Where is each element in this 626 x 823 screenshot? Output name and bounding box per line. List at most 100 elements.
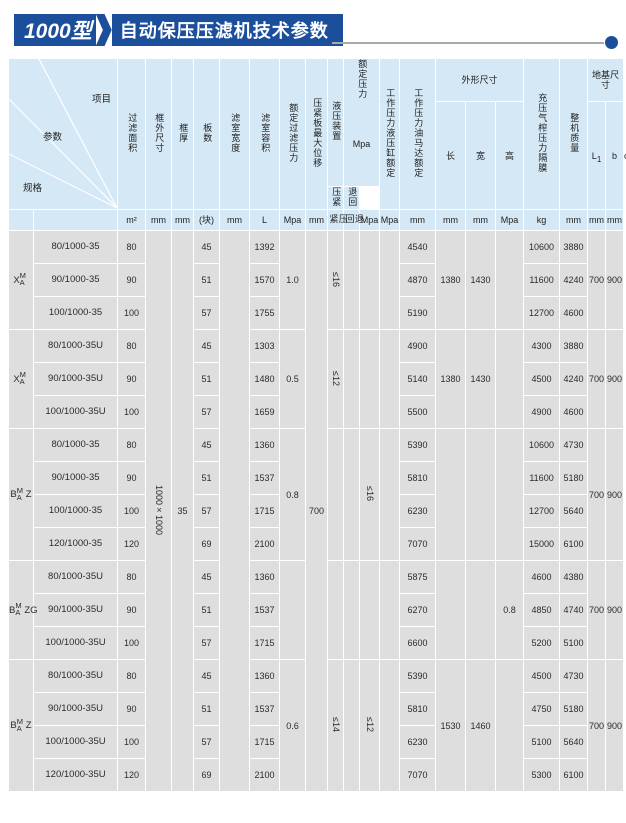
chamber-volume-value: 1360 — [249, 428, 280, 463]
foundation-L1-value: 6100 — [559, 527, 589, 562]
unit-model — [33, 208, 118, 232]
model-name: 100/1000-35 — [33, 296, 118, 331]
machine-mass-value: 4600 — [523, 560, 561, 595]
foundation-L1-value: 4240 — [559, 362, 589, 397]
overall-length-value: 4870 — [399, 263, 436, 298]
oil-motor-pressure-value — [379, 329, 400, 430]
header-foundation-b: b — [605, 101, 625, 210]
header-rated-filter-pressure: 额定过滤压力 — [279, 58, 306, 210]
header-overall-height: 高 — [494, 101, 525, 210]
model-name: 120/1000-35U — [33, 758, 118, 793]
overall-length-value: 6270 — [399, 593, 436, 628]
chamber-volume-value: 1537 — [249, 692, 280, 727]
header-overall-width: 宽 — [465, 101, 496, 210]
header-units-row: m² mm mm (块) mm L Mpa mm 压紧 退回 Mpa Mpa m… — [8, 208, 625, 232]
table-row: 90/1000-35 90 51 1537 5810 11600 5180 — [9, 461, 624, 496]
overall-height-value — [465, 560, 496, 661]
plate-count-value: 51 — [193, 692, 220, 727]
header-oil-motor-rated-working-pressure: 工作压力油马达额定 — [399, 58, 436, 210]
foundation-c-value: 900 — [605, 230, 625, 331]
header-press-tight: 压紧 — [327, 185, 344, 211]
filter-area-value: 80 — [117, 230, 146, 265]
header-frame-thickness: 框厚 — [171, 58, 194, 210]
corner-header-cell: 项目 参数 规格 — [9, 59, 117, 209]
unit-foundation-c: mm — [605, 208, 625, 232]
spec-table-wrap: 项目 参数 规格 过滤面积 框外尺寸 框厚 板数 滤室宽度 滤室容积 额定过滤压… — [0, 57, 626, 793]
overall-length-value: 6230 — [399, 494, 436, 529]
filter-area-value: 100 — [117, 626, 146, 661]
chamber-volume-value: 2100 — [249, 527, 280, 562]
unit-oil-motor: Mpa — [379, 208, 400, 232]
corner-label-item: 项目 — [91, 94, 111, 105]
machine-mass-value: 12700 — [523, 494, 561, 529]
plate-count-value: 45 — [193, 329, 220, 364]
filter-area-value: 120 — [117, 758, 146, 793]
rated-filter-pressure-value — [279, 560, 306, 661]
diaphragm-pressure-value: 0.8 — [494, 560, 525, 661]
model-name: 100/1000-35U — [33, 395, 118, 430]
filter-area-value: 80 — [117, 659, 146, 694]
chamber-volume-value: 1537 — [249, 593, 280, 628]
machine-mass-value: 4500 — [523, 362, 561, 397]
overall-length-value: 6600 — [399, 626, 436, 661]
unit-overall-width: mm — [435, 208, 466, 232]
table-row: 100/1000-35 100 57 1715 6230 12700 5640 — [9, 494, 624, 529]
header-overall-length: 长 — [435, 101, 466, 210]
unit-frame-outer-size: mm — [145, 208, 172, 232]
overall-width-value — [435, 428, 466, 562]
unit-plate-count: (块) — [193, 208, 220, 232]
overall-width-value: 1530 — [435, 659, 466, 793]
banner-title: 自动保压压滤机技术参数 — [111, 14, 343, 46]
header-overall-size: 外形尺寸 — [434, 57, 525, 103]
unit-foundation-L1: mm — [559, 208, 589, 232]
model-name: 100/1000-35U — [33, 626, 118, 661]
unit-chamber-width: mm — [219, 208, 250, 232]
foundation-L1-value: 5180 — [559, 692, 589, 727]
filter-area-value: 100 — [117, 296, 146, 331]
machine-mass-value: 5100 — [523, 725, 561, 760]
plate-count-value: 51 — [193, 362, 220, 397]
filter-area-value: 80 — [117, 329, 146, 364]
filter-area-value: 100 — [117, 725, 146, 760]
table-row: 90/1000-35U 90 51 1480 5140 4500 4240 — [9, 362, 624, 397]
foundation-c-value: 900 — [605, 329, 625, 430]
header-chamber-volume: 滤室容积 — [249, 58, 280, 210]
rated-filter-pressure-value: 1.0 — [279, 230, 306, 331]
table-body: X M A 80/1000-35 80 1000×1000 35 45 1392 1.0 700 ≤1… — [8, 230, 625, 793]
plate-count-value: 57 — [193, 626, 220, 661]
filter-area-value: 90 — [117, 593, 146, 628]
header-foundation-size: 地基尺寸 — [587, 57, 625, 103]
overall-length-value: 5500 — [399, 395, 436, 430]
banner-dot-icon — [605, 36, 618, 49]
table-row: B M A Z 80/1000-35 80 45 1360 0.8 ≤16 5390 10600 473… — [8, 428, 625, 562]
model-name: 80/1000-35U — [33, 560, 118, 595]
oil-motor-pressure-value — [379, 230, 400, 331]
foundation-L1-value: 4740 — [559, 593, 589, 628]
machine-mass-value: 5300 — [523, 758, 561, 793]
chamber-volume-value: 2100 — [249, 758, 280, 793]
foundation-L1-value: 5180 — [559, 461, 589, 496]
diaphragm-pressure-value — [494, 329, 525, 430]
overall-length-value: 5810 — [399, 692, 436, 727]
unit-chamber-volume: L — [249, 208, 280, 232]
header-frame-outer-size: 框外尺寸 — [145, 58, 172, 210]
hydraulic-retract-value — [343, 560, 360, 661]
chamber-volume-value: 1480 — [249, 362, 280, 397]
overall-height-value: 1430 — [465, 329, 496, 430]
model-name: 80/1000-35 — [33, 230, 118, 265]
machine-mass-value: 12700 — [523, 296, 561, 331]
foundation-b-value: 700 — [587, 230, 607, 331]
foundation-c-value: 900 — [605, 428, 625, 562]
model-name: 90/1000-35 — [33, 263, 118, 298]
plate-count-value: 57 — [193, 395, 220, 430]
overall-length-value: 7070 — [399, 527, 436, 562]
overall-width-value: 1380 — [435, 329, 466, 430]
header-hydraulic-device: 液压装置 — [327, 58, 344, 187]
chamber-volume-value: 1715 — [249, 626, 280, 661]
header-plate-count: 板数 — [193, 58, 220, 210]
overall-height-value: 1460 — [465, 659, 496, 793]
hydraulic-retract-value — [343, 230, 360, 331]
header-machine-mass: 整机质量 — [559, 58, 589, 210]
plate-count-value: 69 — [193, 758, 220, 793]
